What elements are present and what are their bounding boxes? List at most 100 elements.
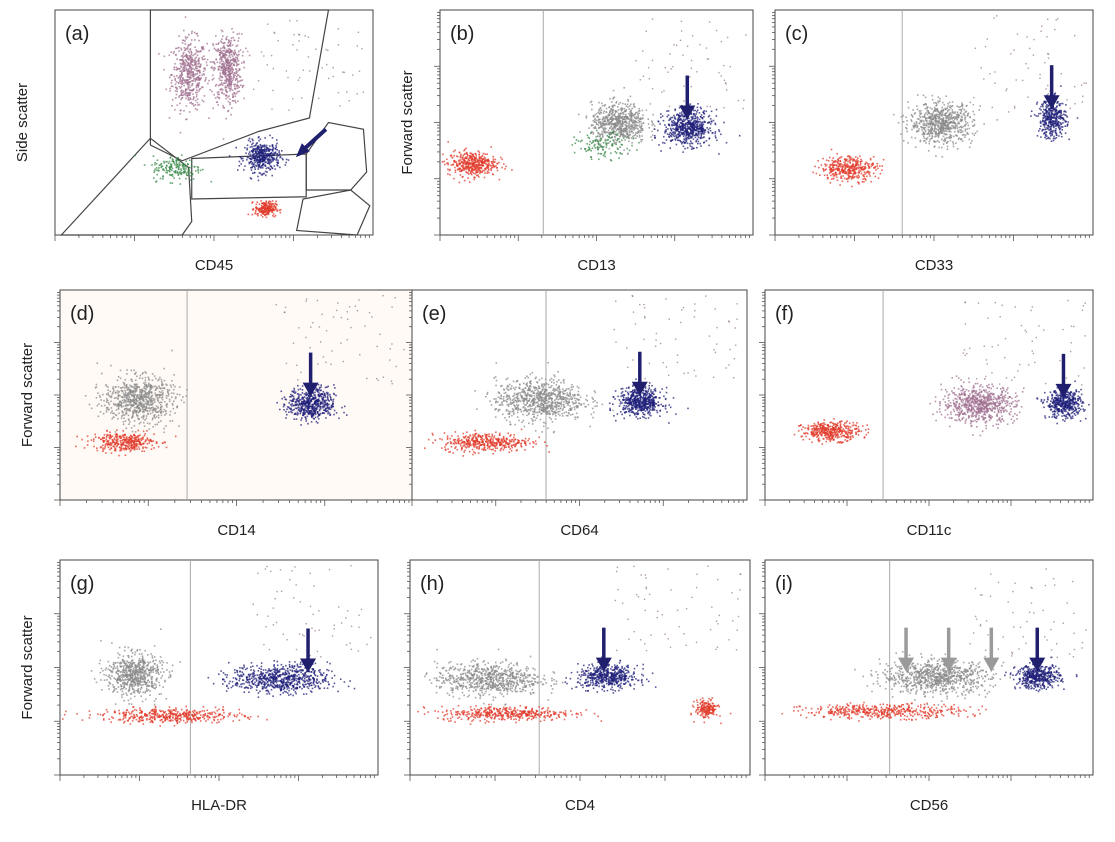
plot-frame <box>764 559 1094 776</box>
population-lymphocytes <box>247 200 282 219</box>
population-granulocytes <box>84 349 188 434</box>
panel-label: (h) <box>420 573 444 595</box>
sparse-events <box>962 299 1086 386</box>
population-monocytes <box>1004 656 1078 693</box>
plot-frame <box>764 289 1094 501</box>
scatter-dots <box>75 295 405 457</box>
population-monocytes <box>564 656 657 694</box>
y-axis-label: Forward scatter <box>19 615 36 719</box>
sparse-events <box>634 18 747 111</box>
panel-f: (f) CD11c <box>759 289 1094 539</box>
sparse-events <box>614 565 742 652</box>
sparse-events <box>252 565 372 658</box>
scatter-dots <box>812 15 1087 188</box>
population-lymphocytes <box>441 141 513 184</box>
sparse-events <box>247 19 364 111</box>
panel-label: (b) <box>450 23 474 45</box>
x-axis-label: CD33 <box>915 257 953 274</box>
population-granulocytes <box>929 375 1025 437</box>
x-axis-label: HLA-DR <box>191 797 247 814</box>
scatter-dots <box>441 18 747 184</box>
x-axis-label: CD11c <box>907 522 952 539</box>
population-lymphocytes <box>62 705 268 727</box>
population-granulocytes <box>90 628 181 706</box>
axis-ticks <box>769 12 1090 241</box>
population-lymphocytes <box>417 703 603 725</box>
x-axis-label: CD64 <box>560 522 598 539</box>
population-monocytes <box>1036 380 1090 425</box>
panel-d: (d) CD14 Forward scatter <box>19 289 414 539</box>
arrow-indicator-0 <box>595 627 612 672</box>
population-monocytes <box>276 383 348 426</box>
population-early-myeloid <box>571 129 640 162</box>
panel-label: (i) <box>775 573 793 595</box>
scatter-dots <box>62 565 372 727</box>
population-monocytes <box>207 660 356 698</box>
population-monocytes <box>228 134 290 182</box>
plot-frame <box>409 559 751 776</box>
axis-ticks <box>54 235 370 241</box>
panel-label: (g) <box>70 573 94 595</box>
scatter-dots <box>781 568 1087 722</box>
population-lymphocytes <box>781 701 987 722</box>
panel-a: (a) CD45 Side scatter <box>14 9 374 274</box>
panel-label: (f) <box>775 303 794 325</box>
axis-ticks <box>406 292 744 506</box>
population-granulocytes <box>893 94 999 158</box>
panel-label: (a) <box>65 23 89 45</box>
plot-frame <box>54 9 374 236</box>
scatter-dots <box>417 565 742 725</box>
population-t-helper <box>690 697 732 725</box>
population-granulocytes <box>158 16 215 134</box>
sparse-events <box>275 295 405 385</box>
panel-b: (b) CD13 Forward scatter <box>399 9 754 274</box>
x-axis-label: CD4 <box>565 797 595 814</box>
arrow-indicator <box>295 127 328 158</box>
x-axis-label: CD13 <box>577 257 615 274</box>
population-lymphocytes <box>812 148 885 188</box>
x-axis-label: CD45 <box>195 257 233 274</box>
population-monocytes <box>608 378 689 424</box>
arrow-indicator-0 <box>302 352 319 397</box>
axis-ticks <box>759 562 1090 781</box>
population-lymphocytes <box>793 418 870 445</box>
population-granulocytes <box>854 651 1011 706</box>
panel-e: (e) CD64 <box>406 289 748 539</box>
panel-label: (c) <box>785 23 808 45</box>
plot-frame <box>59 289 414 501</box>
arrow-indicator-0 <box>300 628 317 673</box>
y-axis-label: Forward scatter <box>19 343 36 447</box>
arrow-indicator-3 <box>1029 627 1046 672</box>
panel-g: (g) HLA-DR Forward scatter <box>19 559 379 814</box>
grey-arrow-2 <box>983 627 1000 672</box>
population-granulocytes <box>474 361 614 434</box>
population-monocytes <box>653 103 741 155</box>
axis-ticks <box>434 12 750 241</box>
sparse-events <box>613 295 738 380</box>
grey-arrow-0 <box>898 627 915 672</box>
panel-label: (d) <box>70 303 94 325</box>
panel-c: (c) CD33 <box>769 9 1094 274</box>
population-granulocytes <box>423 648 577 706</box>
x-axis-label: CD56 <box>910 797 948 814</box>
population-lymphocytes <box>75 429 177 457</box>
scatter-dots <box>424 295 738 457</box>
population-lymphocytes <box>424 428 550 457</box>
population-granulocytes-b <box>205 28 251 140</box>
axis-ticks <box>759 292 1090 506</box>
arrow-indicator-0 <box>679 75 696 120</box>
scatter-dots <box>134 16 364 219</box>
population-early-myeloid <box>134 154 213 185</box>
axis-ticks <box>404 562 747 781</box>
panel-h: (h) CD4 <box>404 559 751 814</box>
scatter-dots <box>793 299 1090 445</box>
x-axis-label: CD14 <box>217 522 255 539</box>
axis-ticks <box>54 292 410 506</box>
sparse-events <box>969 568 1087 659</box>
grey-arrow-1 <box>940 627 957 672</box>
population-monocytes <box>1030 85 1079 142</box>
arrow-indicator-0 <box>631 351 648 396</box>
y-axis-label: Side scatter <box>14 83 31 162</box>
arrow-indicator-0 <box>1055 353 1072 398</box>
